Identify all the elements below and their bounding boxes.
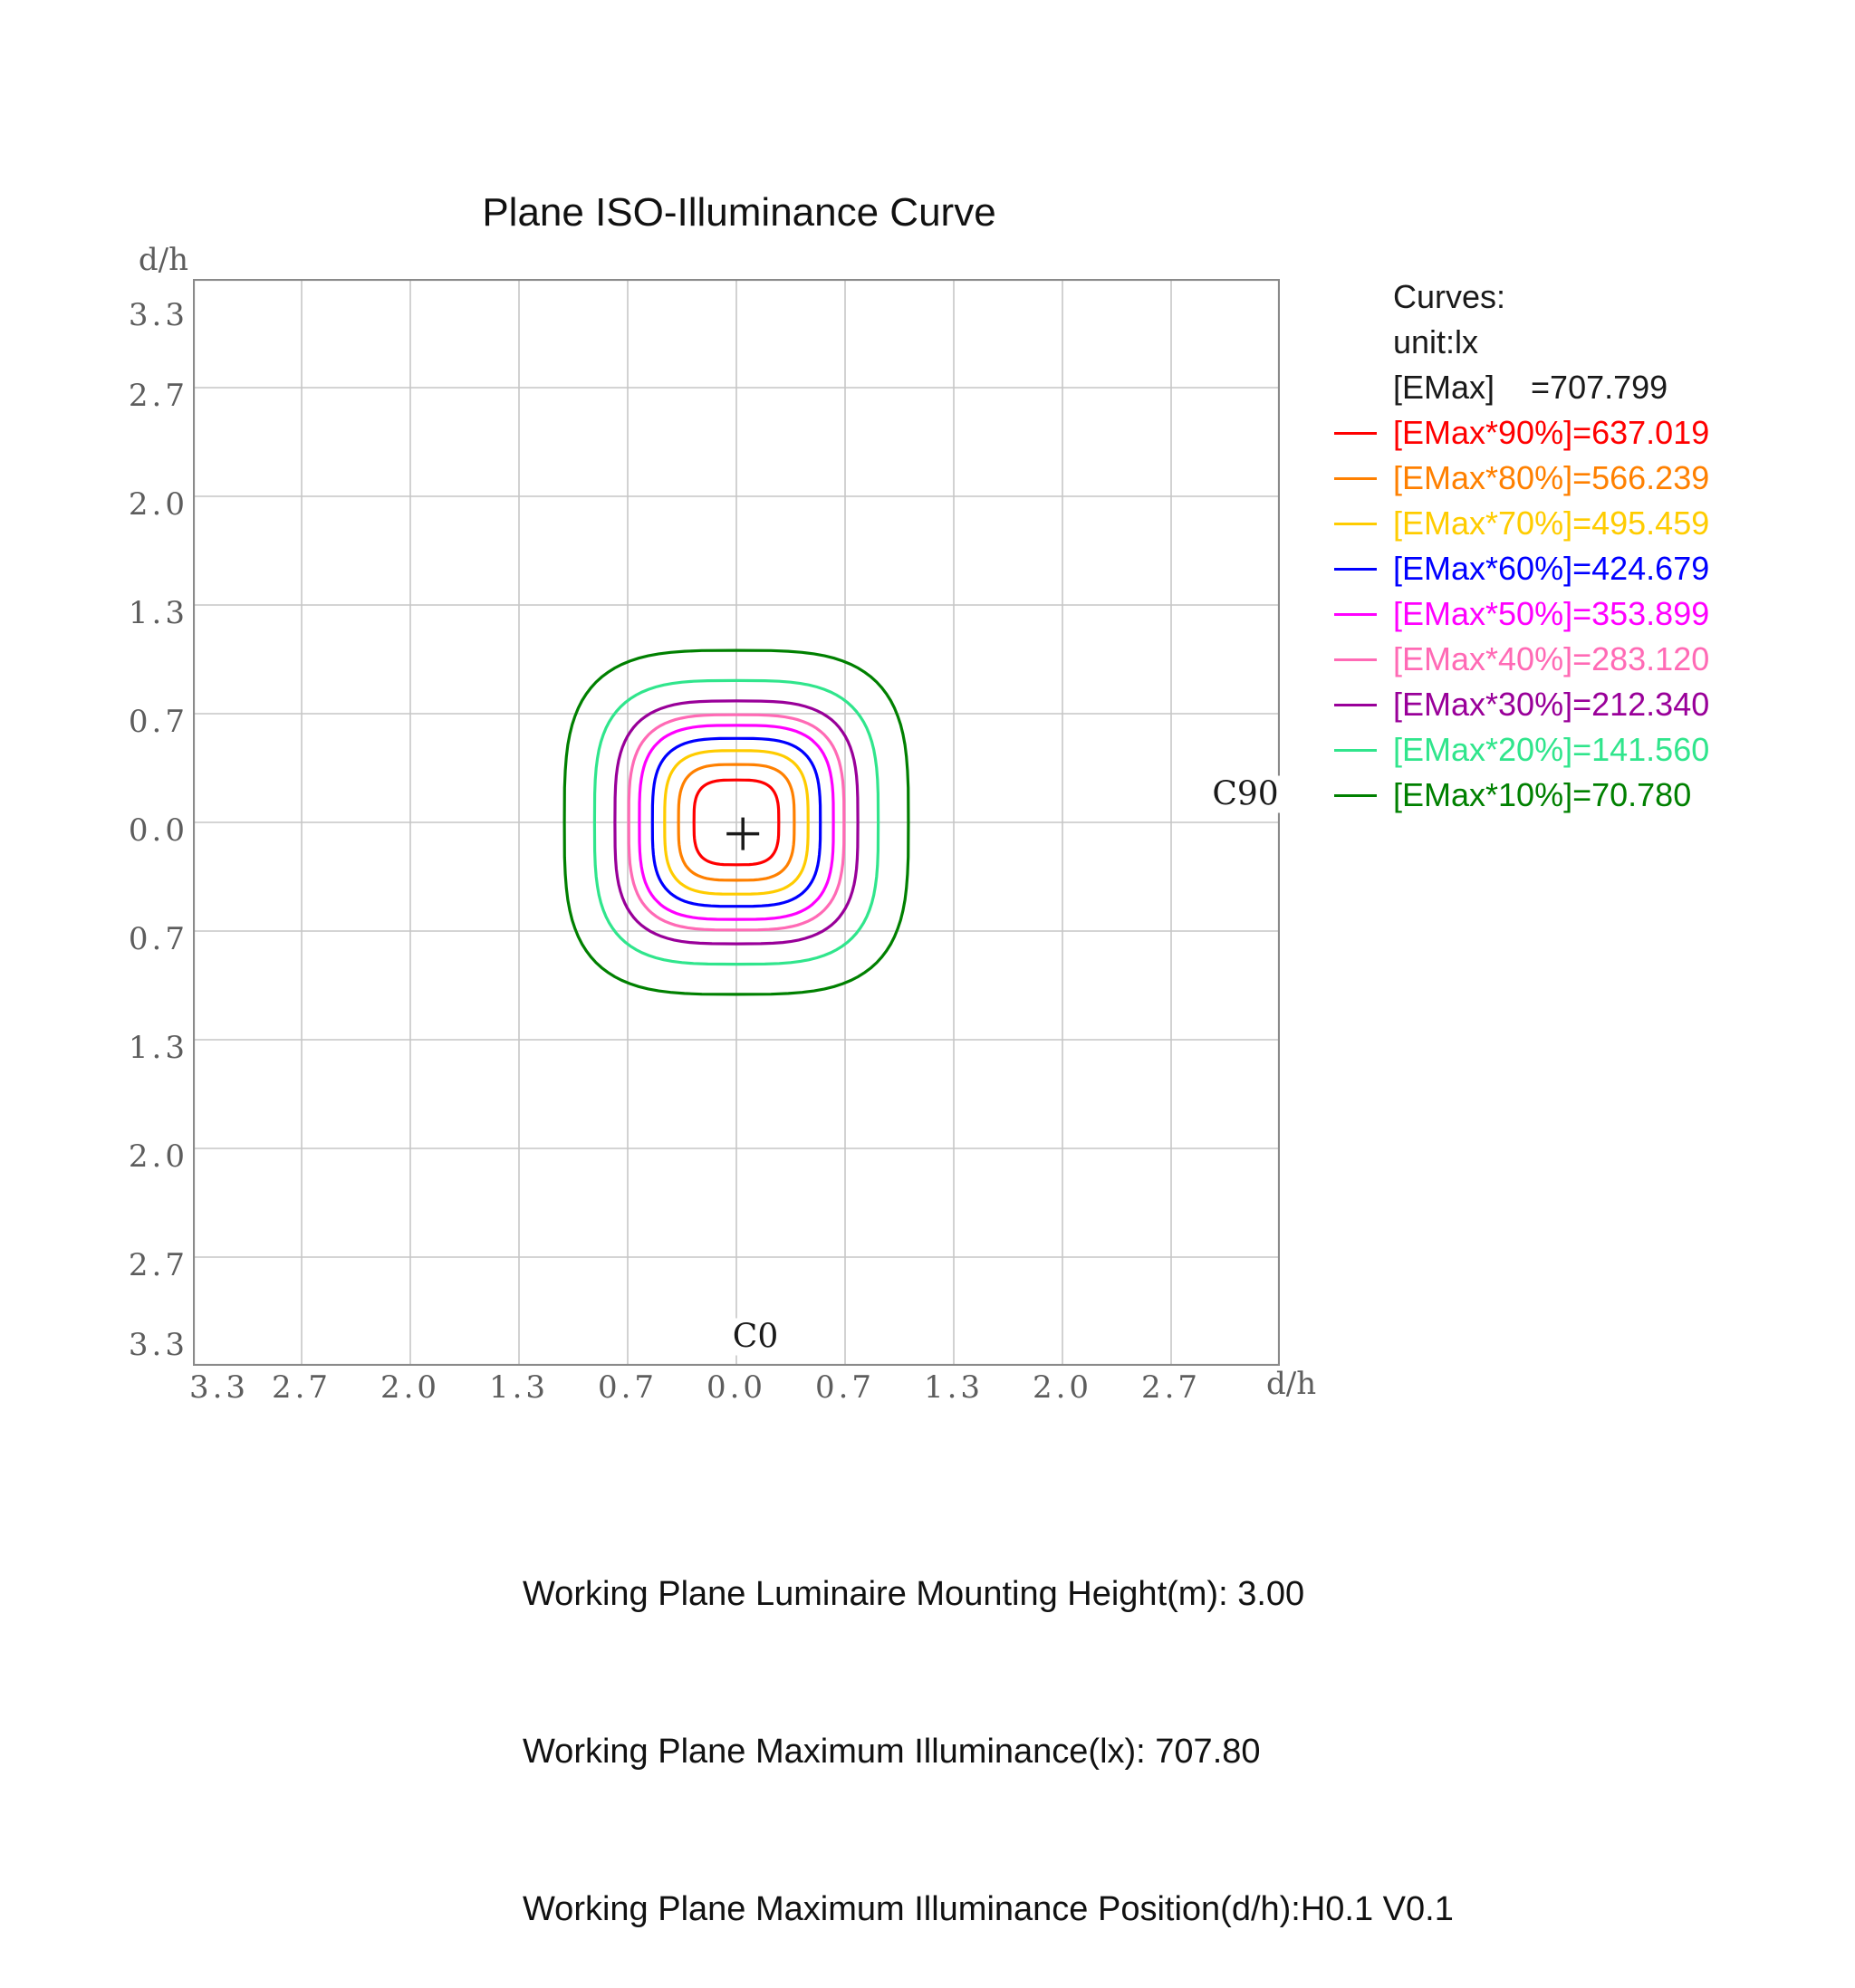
- legend-row: [EMax*50%]=353.899: [1334, 591, 1709, 637]
- contour-40pct: [627, 713, 846, 932]
- legend-row-label: [EMax*50%]=353.899: [1393, 595, 1710, 632]
- c90-plane-label: C90: [1208, 775, 1283, 813]
- legend-line-swatch: [1334, 658, 1377, 661]
- footer-line-max-illuminance: Working Plane Maximum Illuminance(lx): 7…: [523, 1733, 1261, 1771]
- legend-line-swatch: [1334, 793, 1377, 797]
- y-tick-label: 1.3: [128, 1030, 188, 1066]
- footer-line-max-position: Working Plane Maximum Illuminance Positi…: [523, 1890, 1454, 1928]
- contour-30pct: [613, 699, 860, 946]
- legend-row: [EMax*40%]=283.120: [1334, 637, 1709, 682]
- plot-area: [193, 279, 1280, 1366]
- legend-row-label: [EMax*20%]=141.560: [1393, 731, 1710, 768]
- legend-contour-rows: [EMax*90%]=637.019 [EMax*80%]=566.239 [EMa…: [1334, 410, 1709, 818]
- legend-row-label: [EMax*40%]=283.120: [1393, 640, 1710, 677]
- y-tick-label: 0.7: [128, 704, 188, 740]
- y-tick-label: 3.3: [128, 297, 188, 333]
- legend-row: [EMax*30%]=212.340: [1334, 682, 1709, 727]
- legend-row: [EMax*90%]=637.019: [1334, 410, 1709, 456]
- contour-10pct: [562, 648, 910, 996]
- legend-line-swatch: [1334, 431, 1377, 435]
- legend-header-row: Curves:: [1334, 274, 1709, 320]
- x-tick-label: 2.0: [380, 1369, 441, 1406]
- legend-row: [EMax*70%]=495.459: [1334, 501, 1709, 546]
- legend-line-swatch: [1334, 748, 1377, 752]
- contour-80pct: [677, 763, 796, 882]
- x-tick-label: 2.0: [1032, 1369, 1093, 1406]
- legend-row-label: [EMax*90%]=637.019: [1393, 414, 1710, 451]
- legend-row-label: [EMax*10%]=70.780: [1393, 776, 1692, 813]
- y-axis-unit-label: d/h: [138, 242, 188, 278]
- y-tick-label: 1.3: [128, 595, 188, 631]
- x-tick-label: 2.7: [271, 1369, 332, 1406]
- contour-20pct: [592, 678, 880, 966]
- legend-line-swatch: [1334, 612, 1377, 616]
- legend-emax-value: [EMax] =707.799: [1393, 369, 1668, 406]
- x-tick-label: 0.7: [597, 1369, 658, 1406]
- legend-row-label: [EMax*30%]=212.340: [1393, 686, 1710, 723]
- legend-row-label: [EMax*80%]=566.239: [1393, 459, 1710, 496]
- legend-line-swatch: [1334, 703, 1377, 706]
- y-tick-label: 2.7: [128, 1247, 188, 1283]
- x-tick-label: 1.3: [488, 1369, 550, 1406]
- x-tick-label: 0.7: [814, 1369, 876, 1406]
- legend-line-swatch: [1334, 522, 1377, 525]
- footer-info: Working Plane Luminaire Mounting Height(…: [523, 1463, 1454, 1988]
- x-axis-unit-label: d/h: [1266, 1366, 1317, 1402]
- y-tick-label: 2.0: [128, 1138, 188, 1175]
- x-tick-label: 2.7: [1140, 1369, 1202, 1406]
- iso-illuminance-report: { "title": "Plane ISO-Illuminance Curve"…: [128, 190, 1710, 1928]
- y-tick-label: 0.0: [128, 812, 188, 849]
- contour-90pct: [692, 778, 781, 867]
- legend-emax-row: [EMax] =707.799: [1334, 365, 1709, 410]
- legend-row: [EMax*60%]=424.679: [1334, 546, 1709, 591]
- max-illuminance-marker: [726, 817, 760, 850]
- legend-row: [EMax*80%]=566.239: [1334, 456, 1709, 501]
- legend-row: [EMax*20%]=141.560: [1334, 727, 1709, 773]
- contour-50pct: [638, 724, 835, 921]
- c0-plane-label: C0: [728, 1318, 783, 1356]
- legend-line-swatch: [1334, 567, 1377, 571]
- footer-line-mounting-height: Working Plane Luminaire Mounting Height(…: [523, 1575, 1305, 1613]
- y-tick-label: 0.7: [128, 921, 188, 957]
- legend-header: Curves:: [1393, 278, 1506, 315]
- legend-unit-row: unit:lx: [1334, 320, 1709, 365]
- x-tick-label: 0.0: [706, 1369, 767, 1406]
- legend-row: [EMax*10%]=70.780: [1334, 773, 1709, 818]
- page-title: Plane ISO-Illuminance Curve: [482, 190, 996, 235]
- x-tick-label: 1.3: [923, 1369, 985, 1406]
- legend-row-label: [EMax*70%]=495.459: [1393, 504, 1710, 542]
- legend-unit: unit:lx: [1393, 323, 1479, 360]
- contour-70pct: [663, 749, 810, 896]
- y-tick-label: 3.3: [128, 1327, 188, 1363]
- legend: Curves: unit:lx [EMax] =707.799 [EMax*90…: [1334, 274, 1709, 818]
- plot-svg: [193, 279, 1280, 1366]
- contour-60pct: [650, 736, 822, 908]
- legend-line-swatch: [1334, 476, 1377, 480]
- legend-row-label: [EMax*60%]=424.679: [1393, 550, 1710, 587]
- x-tick-label: 3.3: [188, 1369, 250, 1406]
- y-tick-label: 2.0: [128, 486, 188, 523]
- y-tick-label: 2.7: [128, 378, 188, 414]
